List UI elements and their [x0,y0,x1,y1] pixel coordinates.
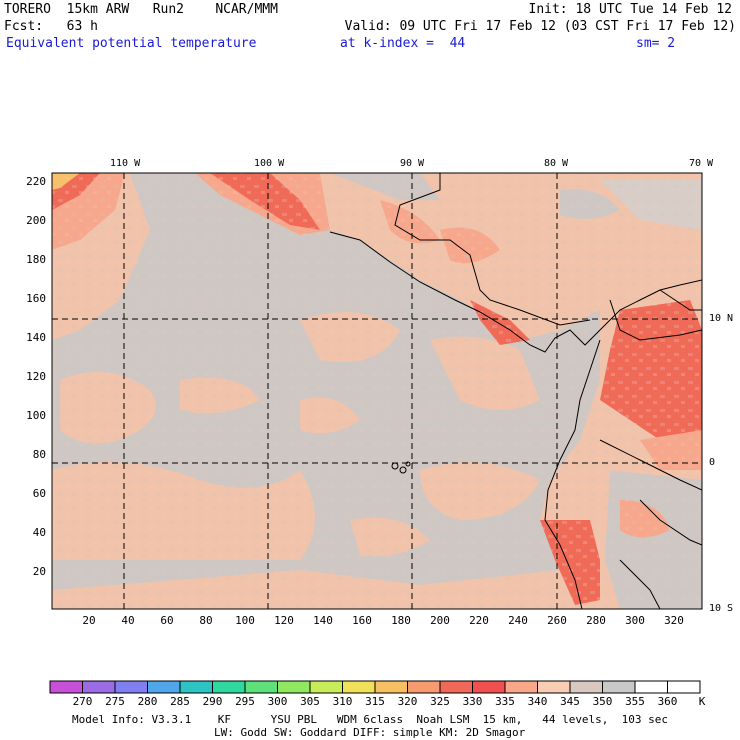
smoothing-label: sm= 2 [636,36,676,51]
colorbar-swatch [472,680,506,694]
colorbar-tick-label: 335 [495,695,515,708]
colorbar-tick-label: 320 [397,695,418,708]
map-frame [51,172,703,610]
lon-label: 110 W [110,158,141,169]
colorbar-tick-label: 285 [170,695,190,708]
colorbar-tick-label: 270 [72,695,93,708]
colorbar-swatch [602,680,636,694]
colorbar-tick-label: 295 [235,695,255,708]
header-line1-left: TORERO 15km ARW Run2 NCAR/MMM [4,2,278,17]
colorbar-swatch [537,680,571,694]
y-tick: 140 [26,331,46,344]
colorbar-swatch [277,680,311,694]
colorbar-swatch [634,680,668,694]
colorbar-swatch [82,680,116,694]
x-tick: 20 [82,614,96,627]
model-physics: LW: Godd SW: Goddard DIFF: simple KM: 2D… [214,726,526,739]
colorbar-tick-label: 360 [657,695,678,708]
colorbar-swatch [114,680,148,694]
x-tick: 200 [430,614,450,627]
model-info: Model Info: V3.3.1 KF YSU PBL WDM 6class… [72,713,669,726]
colorbar-tick-label: 340 [527,695,548,708]
x-tick: 240 [508,614,528,627]
colorbar-unit: K [698,695,706,708]
colorbar-tick-label: 310 [332,695,353,708]
colorbar-tick-label: 275 [105,695,125,708]
y-tick: 60 [32,487,46,500]
colorbar [49,680,701,694]
colorbar-tick-label: 290 [202,695,223,708]
colorbar-tick-label: 345 [560,695,580,708]
y-tick: 120 [26,370,46,383]
colorbar-tick-label: 300 [267,695,288,708]
colorbar-tick-label: 355 [625,695,645,708]
x-tick: 160 [352,614,372,627]
colorbar-swatch [569,680,603,694]
colorbar-swatch [439,680,473,694]
y-tick: 220 [26,175,46,188]
colorbar-swatch [147,680,181,694]
header-valid-time: Valid: 09 UTC Fri 17 Feb 12 (03 CST Fri … [344,19,736,34]
lon-label: 100 W [254,158,285,169]
x-tick: 60 [160,614,174,627]
y-tick: 80 [32,448,46,461]
x-tick: 80 [199,614,213,627]
colorbar-tick-label: 325 [430,695,450,708]
colorbar-swatch [49,680,83,694]
header-forecast-hour: Fcst: 63 h [4,19,98,34]
colorbar-swatch [179,680,213,694]
colorbar-tick-label: 350 [592,695,613,708]
y-tick: 180 [26,253,46,266]
x-tick: 120 [274,614,294,627]
x-tick: 320 [664,614,684,627]
x-tick: 180 [391,614,411,627]
x-tick: 140 [313,614,333,627]
y-tick: 160 [26,292,46,305]
colorbar-swatch [342,680,376,694]
colorbar-tick-label: 315 [365,695,385,708]
x-tick: 280 [586,614,606,627]
lat-label: 10 N [709,313,734,324]
colorbar-swatch [244,680,278,694]
colorbar-swatch [504,680,538,694]
y-tick: 40 [32,526,46,539]
lon-label: 90 W [400,158,425,169]
x-tick: 40 [121,614,135,627]
colorbar-swatch [667,680,701,694]
field-name: Equivalent potential temperature [6,36,257,51]
x-tick: 100 [235,614,255,627]
colorbar-tick-label: 330 [462,695,483,708]
y-tick: 200 [26,214,46,227]
y-tick: 20 [32,565,46,578]
colorbar-swatch [212,680,246,694]
x-tick: 260 [547,614,567,627]
lat-label: 0 [709,457,716,468]
graticule [52,173,702,609]
colorbar-swatch [374,680,408,694]
colorbar-tick-label: 280 [137,695,158,708]
y-tick: 100 [26,409,46,422]
colorbar-swatch [309,680,343,694]
x-tick: 220 [469,614,489,627]
lon-label: 80 W [544,158,569,169]
colorbar-swatch [407,680,441,694]
theta-e-field [52,173,702,609]
x-tick: 300 [625,614,645,627]
header-init-time: Init: 18 UTC Tue 14 Feb 12 [528,2,733,17]
coastlines [329,173,702,609]
lon-label: 70 W [689,158,714,169]
colorbar-tick-label: 305 [300,695,320,708]
level-label: at k-index = 44 [340,36,466,51]
lat-label: 10 S [709,603,734,614]
